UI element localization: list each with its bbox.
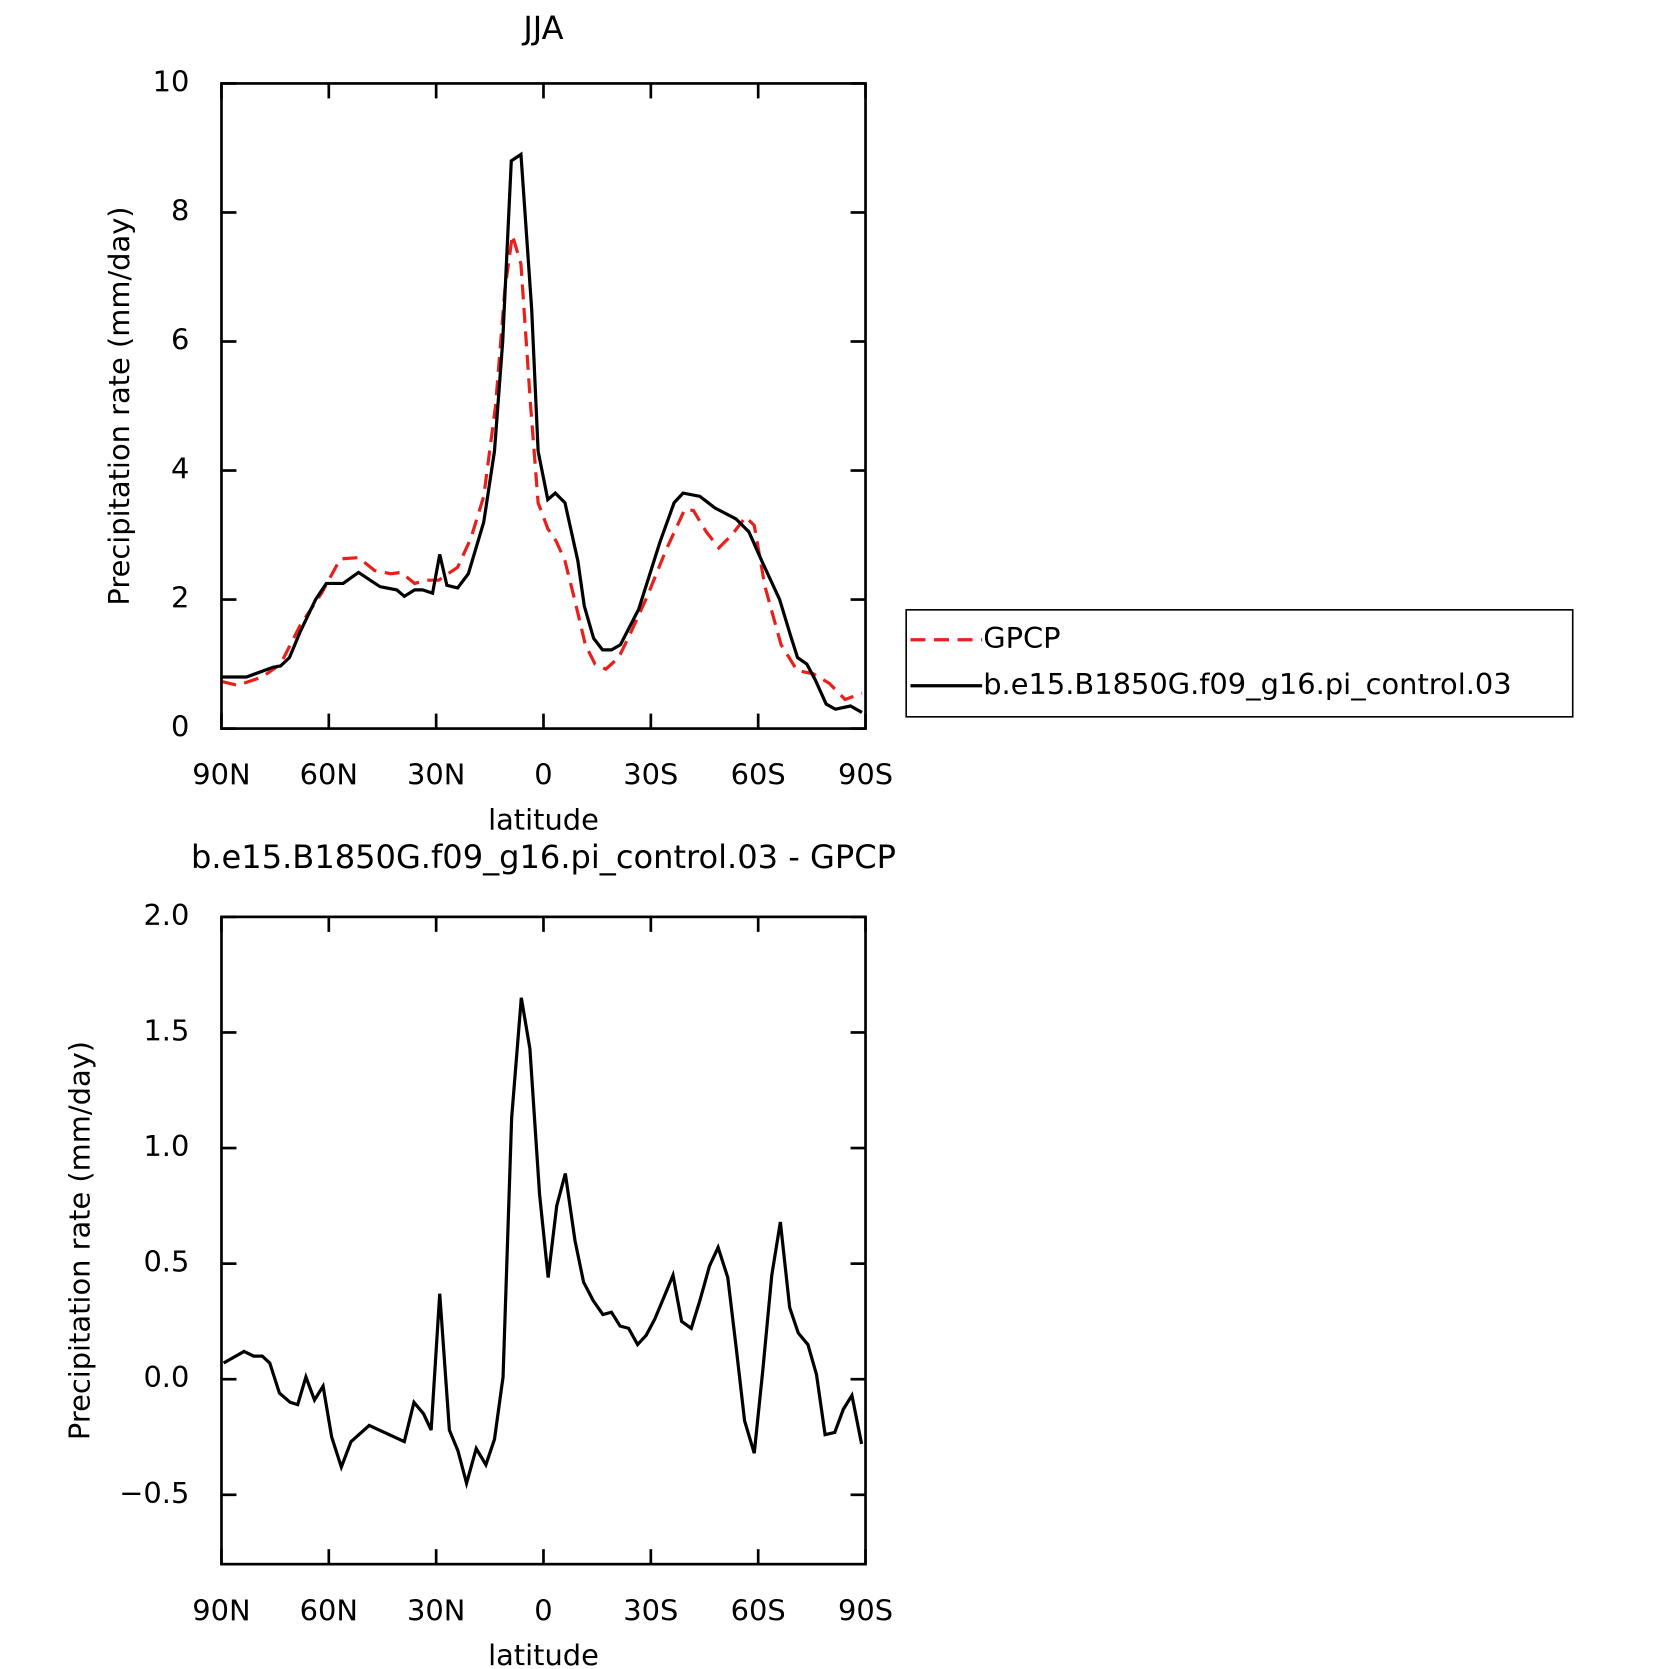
chart-title: b.e15.B1850G.f09_g16.pi_control.03 - GPC… <box>191 838 896 876</box>
x-tick-label: 0 <box>534 1593 552 1627</box>
x-tick-label: 0 <box>534 758 552 792</box>
chart-title: JJA <box>521 9 563 47</box>
legend-label: b.e15.B1850G.f09_g16.pi_control.03 <box>983 667 1511 701</box>
y-tick-label: 10 <box>153 64 190 98</box>
x-tick-label: 30S <box>623 758 678 792</box>
y-tick-label: 0.0 <box>143 1360 189 1394</box>
data-line <box>222 997 864 1490</box>
y-tick-label: 4 <box>171 452 189 486</box>
x-tick-label: 30N <box>407 1593 465 1627</box>
plot-frame <box>220 82 867 730</box>
x-tick-label: 90N <box>192 758 250 792</box>
y-tick-label: 1.5 <box>143 1013 189 1047</box>
y-axis-title: Precipitation rate (mm/day) <box>102 206 136 605</box>
x-tick-label: 90S <box>838 758 893 792</box>
y-tick-label: 0 <box>171 710 189 744</box>
y-axis-title: Precipitation rate (mm/day) <box>62 1041 96 1440</box>
y-tick-label: 2 <box>171 581 189 615</box>
x-axis-title: latitude <box>488 1638 599 1669</box>
x-tick-label: 90N <box>192 1593 250 1627</box>
y-tick-label: 2.0 <box>143 898 189 932</box>
x-tick-label: 60N <box>300 758 358 792</box>
data-line <box>221 234 863 702</box>
y-tick-label: 1.0 <box>143 1129 189 1163</box>
x-tick-label: 30N <box>407 758 465 792</box>
y-tick-label: 6 <box>171 323 189 357</box>
y-tick-label: 0.5 <box>143 1245 189 1279</box>
y-tick-label: −0.5 <box>119 1476 189 1510</box>
x-tick-label: 60S <box>731 758 786 792</box>
x-tick-label: 90S <box>838 1593 893 1627</box>
plot-frame <box>220 915 867 1566</box>
x-tick-label: 30S <box>623 1593 678 1627</box>
x-axis-title: latitude <box>488 803 599 837</box>
x-tick-label: 60N <box>300 1593 358 1627</box>
legend-box <box>905 609 1574 718</box>
legend-label: GPCP <box>983 621 1060 655</box>
y-tick-label: 8 <box>171 193 189 227</box>
data-line <box>221 151 863 714</box>
x-tick-label: 60S <box>731 1593 786 1627</box>
